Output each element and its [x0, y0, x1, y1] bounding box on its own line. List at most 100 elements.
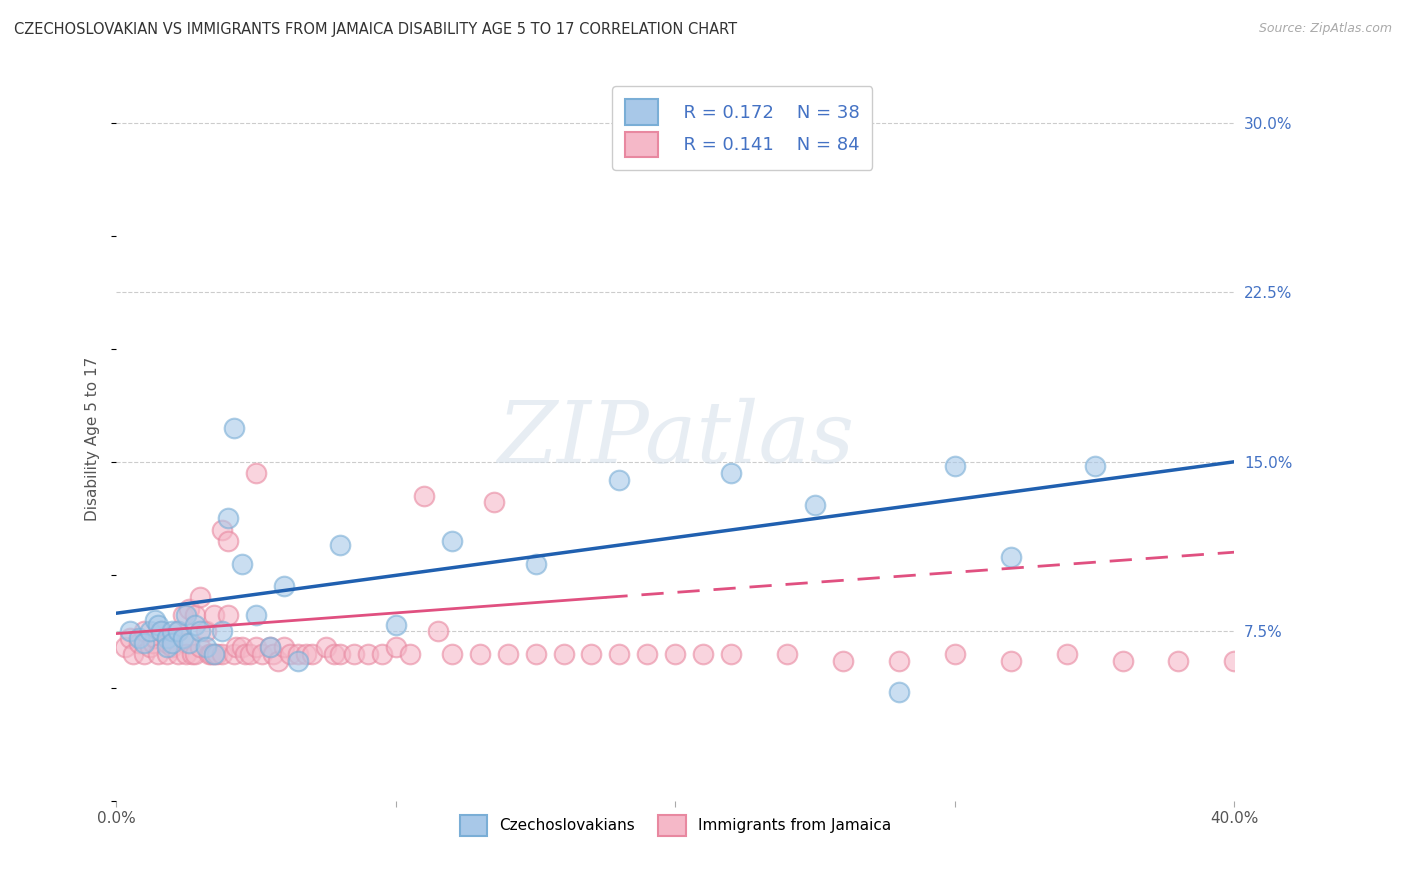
Point — [664, 647, 686, 661]
Point — [177, 601, 200, 615]
Point — [692, 647, 714, 661]
Point — [1056, 647, 1078, 661]
Point — [217, 533, 239, 548]
Point — [231, 640, 253, 655]
Point — [278, 647, 301, 661]
Point — [128, 635, 150, 649]
Point — [315, 640, 337, 655]
Point — [440, 533, 463, 548]
Text: Source: ZipAtlas.com: Source: ZipAtlas.com — [1258, 22, 1392, 36]
Point — [188, 591, 211, 605]
Point — [301, 647, 323, 661]
Point — [250, 647, 273, 661]
Point — [142, 635, 165, 649]
Y-axis label: Disability Age 5 to 17: Disability Age 5 to 17 — [86, 357, 100, 521]
Point — [385, 640, 408, 655]
Point — [440, 647, 463, 661]
Point — [134, 647, 156, 661]
Point — [155, 640, 177, 655]
Point — [887, 685, 910, 699]
Point — [160, 640, 183, 655]
Point — [155, 631, 177, 645]
Point — [139, 624, 162, 639]
Point — [553, 647, 575, 661]
Point — [172, 608, 194, 623]
Text: ZIPatlas: ZIPatlas — [496, 398, 853, 481]
Point — [188, 624, 211, 639]
Point — [134, 635, 156, 649]
Point — [943, 459, 966, 474]
Point — [233, 647, 256, 661]
Point — [120, 624, 142, 639]
Point — [231, 557, 253, 571]
Point — [150, 624, 173, 639]
Point — [832, 654, 855, 668]
Point — [371, 647, 394, 661]
Point — [174, 635, 197, 649]
Point — [524, 647, 547, 661]
Point — [887, 654, 910, 668]
Point — [398, 647, 420, 661]
Point — [128, 631, 150, 645]
Legend: Czechoslovakians, Immigrants from Jamaica: Czechoslovakians, Immigrants from Jamaic… — [451, 807, 898, 844]
Point — [323, 647, 346, 661]
Point — [524, 557, 547, 571]
Point — [1084, 459, 1107, 474]
Point — [804, 498, 827, 512]
Point — [259, 640, 281, 655]
Point — [609, 473, 631, 487]
Point — [202, 608, 225, 623]
Point — [329, 647, 352, 661]
Point — [211, 647, 233, 661]
Point — [160, 631, 183, 645]
Point — [166, 624, 188, 639]
Point — [343, 647, 366, 661]
Point — [267, 654, 290, 668]
Point — [160, 635, 183, 649]
Point — [273, 579, 295, 593]
Point — [581, 647, 603, 661]
Point — [174, 608, 197, 623]
Point — [1279, 654, 1302, 668]
Point — [273, 640, 295, 655]
Point — [155, 635, 177, 649]
Point — [183, 608, 205, 623]
Point — [245, 466, 267, 480]
Point — [222, 421, 245, 435]
Point — [636, 647, 658, 661]
Point — [496, 647, 519, 661]
Point — [217, 608, 239, 623]
Point — [211, 523, 233, 537]
Point — [609, 647, 631, 661]
Point — [122, 647, 145, 661]
Point — [205, 647, 228, 661]
Point — [720, 466, 742, 480]
Point — [412, 489, 434, 503]
Point — [180, 647, 202, 661]
Point — [385, 617, 408, 632]
Point — [148, 647, 170, 661]
Point — [217, 511, 239, 525]
Point — [150, 624, 173, 639]
Point — [166, 624, 188, 639]
Point — [148, 617, 170, 632]
Point — [1111, 654, 1133, 668]
Point — [287, 654, 309, 668]
Point — [172, 631, 194, 645]
Point — [295, 647, 318, 661]
Point — [329, 538, 352, 552]
Point — [114, 640, 136, 655]
Point — [468, 647, 491, 661]
Point — [200, 647, 222, 661]
Point — [155, 647, 177, 661]
Point — [245, 608, 267, 623]
Point — [183, 617, 205, 632]
Point — [426, 624, 449, 639]
Point — [943, 647, 966, 661]
Point — [194, 624, 217, 639]
Point — [177, 635, 200, 649]
Point — [245, 640, 267, 655]
Point — [287, 647, 309, 661]
Point — [139, 640, 162, 655]
Point — [202, 647, 225, 661]
